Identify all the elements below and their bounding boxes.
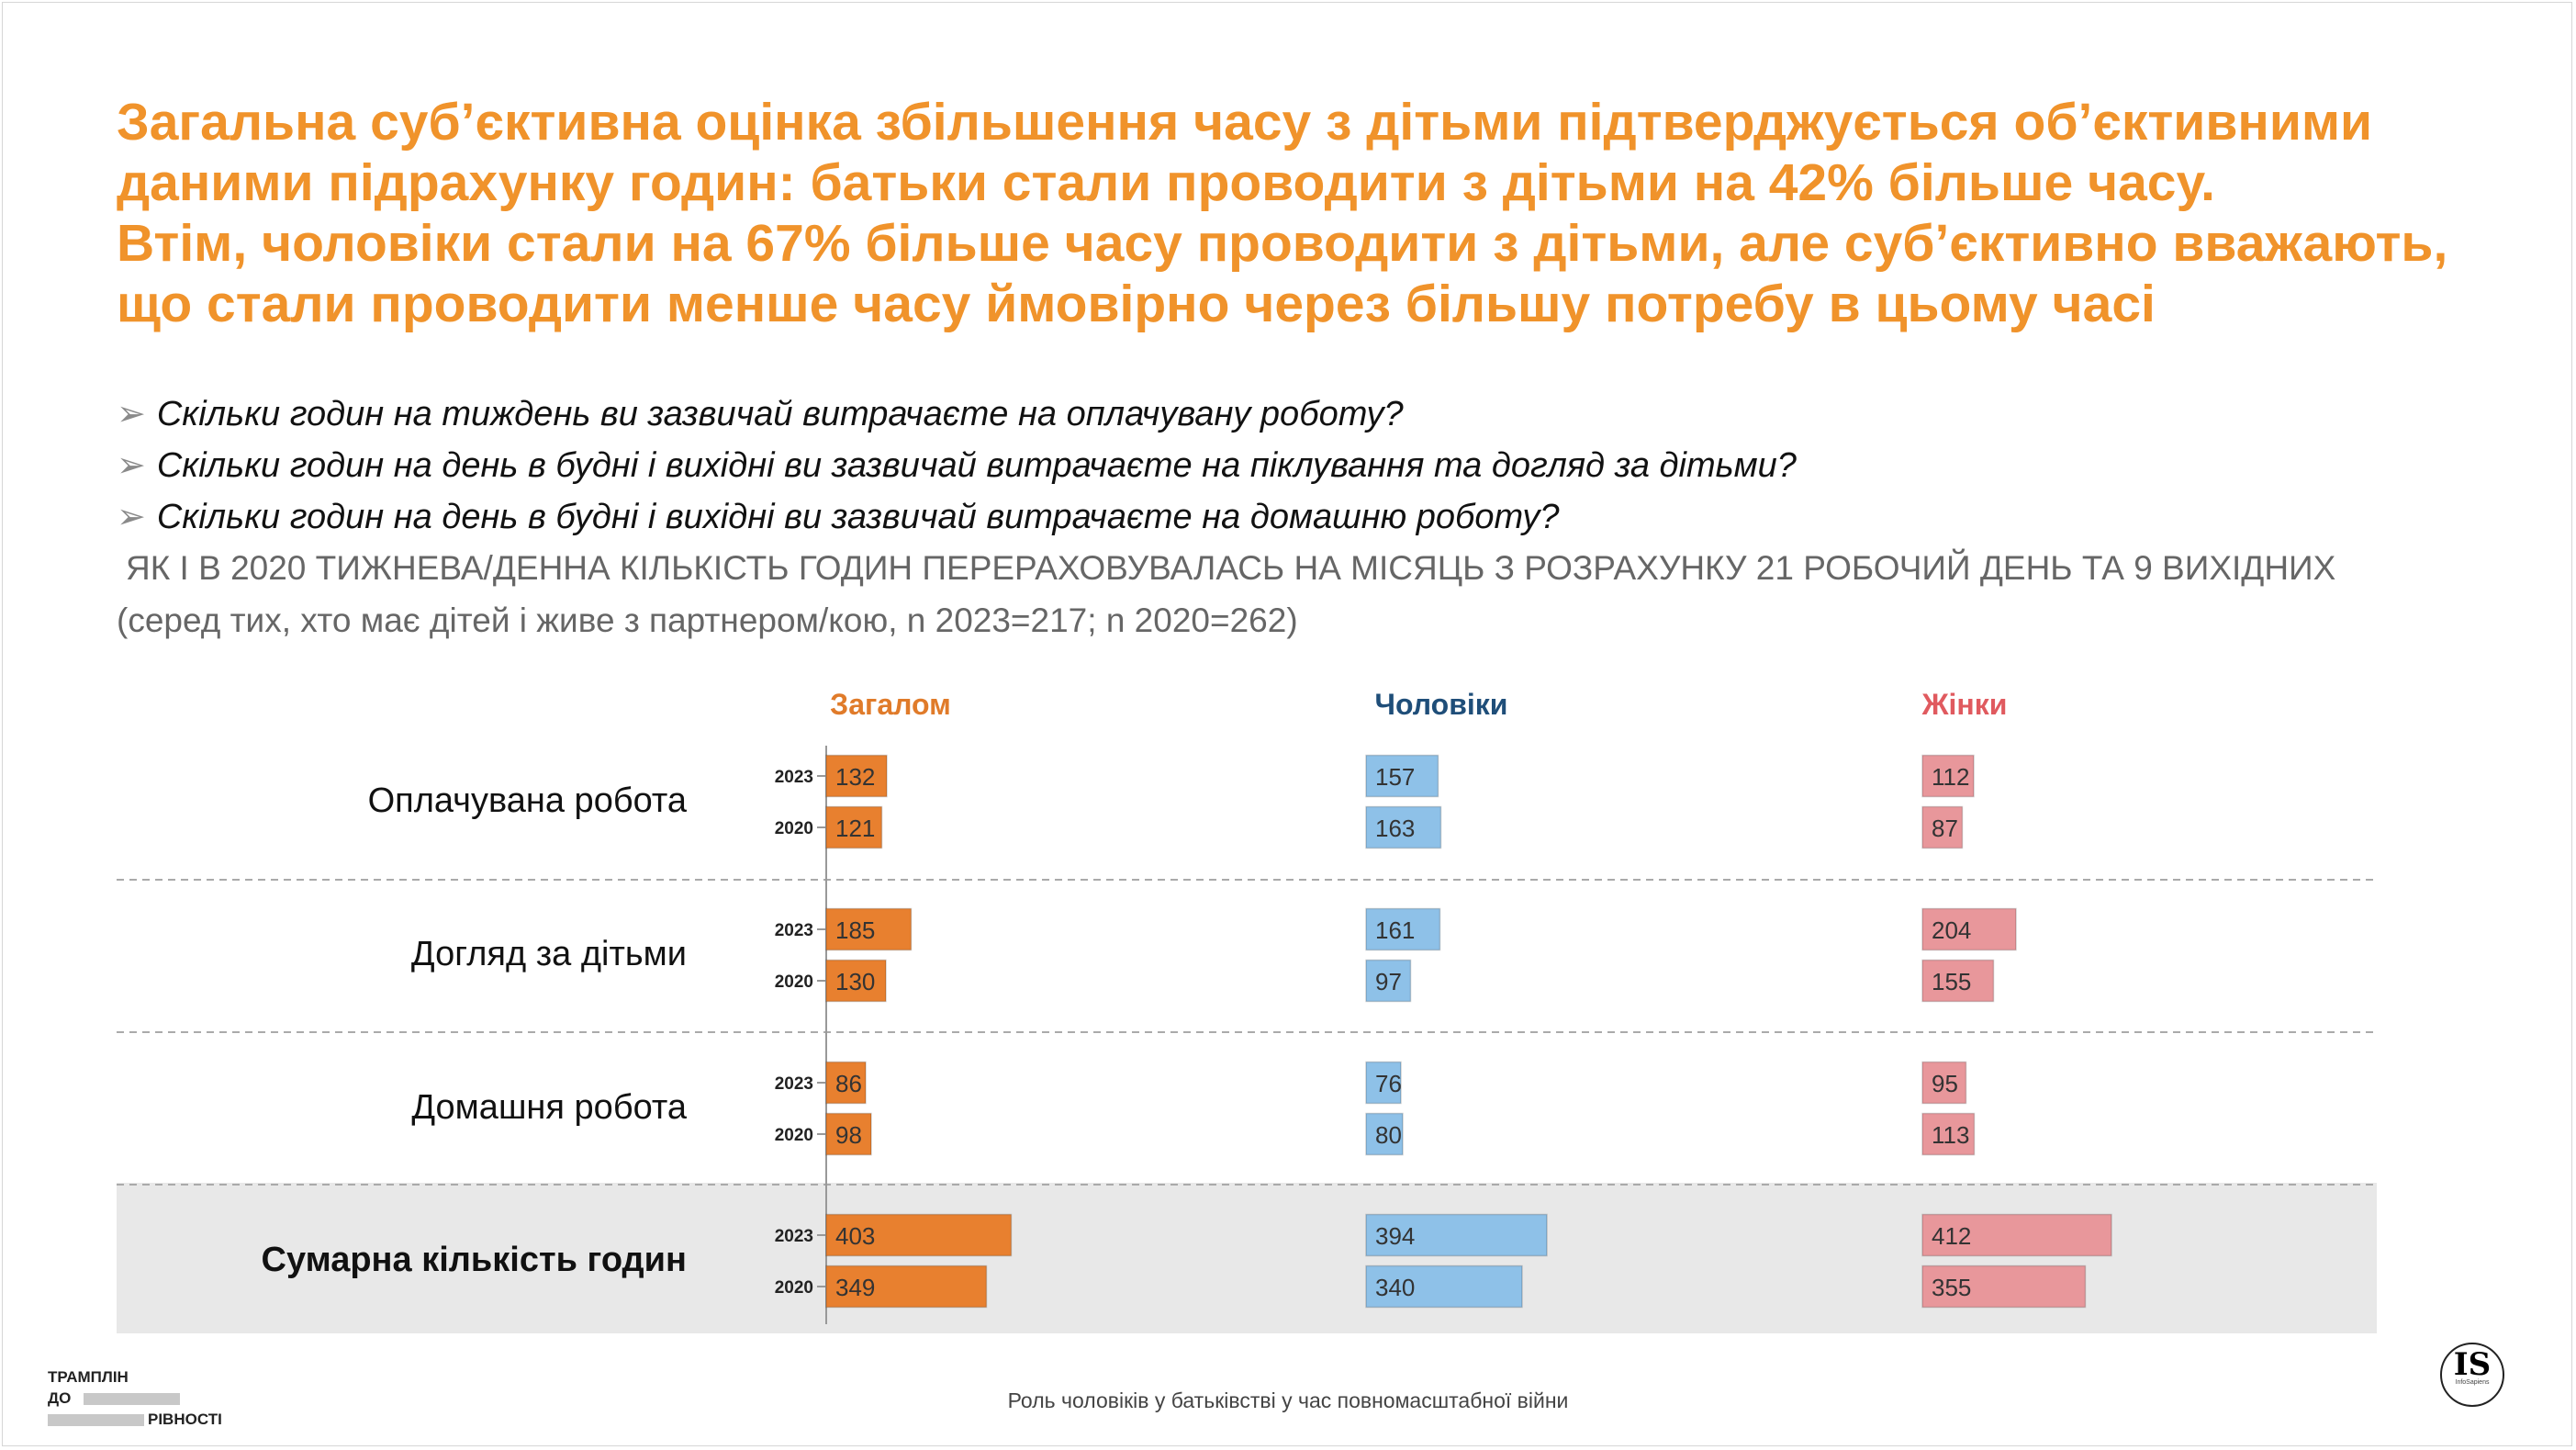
category-label-1: Догляд за дітьми: [411, 935, 687, 973]
bar: [825, 959, 887, 1003]
bar: [1921, 1265, 2087, 1309]
year-label: 2020: [775, 1126, 813, 1145]
bar: [1365, 1112, 1404, 1156]
bar-value-label: 121: [835, 815, 875, 842]
bar-value-label: 97: [1375, 968, 1402, 995]
year-label: 2023: [775, 768, 813, 787]
bar-value-label: 76: [1375, 1070, 1402, 1097]
logo-is-text: IS: [2453, 1346, 2492, 1383]
bar: [1365, 1061, 1402, 1105]
arrow-icon: ➢: [117, 395, 146, 433]
bar-value-label: 112: [1932, 763, 1969, 791]
bar: [1921, 805, 1964, 849]
bar-value-label: 394: [1375, 1222, 1415, 1250]
infosapiens-logo: IS InfoSapiens: [2440, 1343, 2504, 1407]
category-label-3: Сумарна кількість годин: [262, 1241, 687, 1279]
bar: [825, 1112, 872, 1156]
bar-value-label: 98: [835, 1121, 862, 1149]
logo-line-1: ТРАМПЛІН: [48, 1368, 129, 1386]
bar-value-label: 157: [1375, 763, 1415, 791]
bar: [1365, 805, 1442, 849]
tramplin-logo: ТРАМПЛІН ДО РІВНОСТІ: [48, 1366, 222, 1430]
logo-bar: [84, 1393, 181, 1406]
bar-value-label: 87: [1932, 815, 1958, 842]
bar-value-label: 355: [1932, 1274, 1971, 1301]
bar-value-label: 155: [1932, 968, 1971, 995]
year-label: 2023: [775, 1074, 813, 1094]
question-3: ➢ Скільки годин на день в будні і вихідні…: [117, 496, 1559, 537]
bar: [825, 907, 913, 951]
bar: [825, 1213, 1013, 1257]
year-label: 2023: [775, 921, 813, 940]
bar: [1921, 1213, 2112, 1257]
sample-note: (серед тих, хто має дітей і живе з партн…: [117, 601, 1298, 639]
bar-value-label: 161: [1375, 916, 1415, 944]
bar: [1365, 754, 1439, 798]
bar: [1921, 907, 2017, 951]
bar-value-label: 349: [835, 1274, 875, 1301]
method-note: ЯК І В 2020 ТИЖНЕВА/ДЕННА КІЛЬКІСТЬ ГОДИ…: [126, 549, 2336, 587]
arrow-icon: ➢: [117, 498, 146, 536]
total-highlight-band: [117, 1183, 2377, 1333]
bar-value-label: 412: [1932, 1222, 1971, 1250]
bar-value-label: 204: [1932, 916, 1971, 944]
bar: [1365, 959, 1412, 1003]
bar-value-label: 113: [1932, 1121, 1969, 1149]
bar: [825, 805, 883, 849]
logo-bar: [48, 1414, 144, 1427]
year-label: 2020: [775, 819, 813, 838]
bar: [1365, 1265, 1523, 1309]
bar: [825, 1061, 867, 1105]
bar-value-label: 130: [835, 968, 875, 995]
logo-sub-text: InfoSapiens: [2455, 1379, 2490, 1386]
question-2-text: Скільки годин на день в будні і вихідні …: [156, 446, 1797, 485]
title-line-2: даними підрахунку годин: батьки стали пр…: [117, 153, 2216, 212]
arrow-icon: ➢: [117, 446, 146, 485]
title-line-3: Втім, чоловіки стали на 67% більше часу …: [117, 214, 2448, 273]
logo-line-2: ДО: [48, 1389, 72, 1407]
group-header-1: Чоловіки: [1375, 688, 1508, 721]
category-label-2: Домашня робота: [411, 1088, 687, 1127]
group-header-0: Загалом: [830, 688, 951, 721]
bar: [1921, 1112, 1976, 1156]
footer-caption: Роль чоловіків у батьківстві у час повно…: [1007, 1388, 1569, 1412]
bar-value-label: 403: [835, 1222, 875, 1250]
category-label-0: Оплачувана робота: [368, 781, 688, 820]
bar: [1921, 1061, 1967, 1105]
bar: [1365, 1213, 1548, 1257]
logo-line-3: РІВНОСТІ: [148, 1411, 222, 1428]
bar-value-label: 340: [1375, 1274, 1415, 1301]
title-line-1: Загальна суб’єктивна оцінка збільшення ч…: [117, 93, 2373, 152]
slide-title: Загальна суб’єктивна оцінка збільшення ч…: [117, 92, 2540, 334]
bar-value-label: 80: [1375, 1121, 1402, 1149]
question-1-text: Скільки годин на тиждень ви зазвичай вит…: [156, 395, 1404, 433]
title-line-4: що стали проводити менше часу ймовірно ч…: [117, 275, 2156, 333]
question-1: ➢ Скільки годин на тиждень ви зазвичай ви…: [117, 393, 1404, 434]
year-label: 2020: [775, 1278, 813, 1298]
year-label: 2023: [775, 1227, 813, 1246]
year-label: 2020: [775, 972, 813, 992]
bar-value-label: 185: [835, 916, 875, 944]
question-3-text: Скільки годин на день в будні і вихідні …: [156, 498, 1560, 536]
bar: [1921, 959, 1995, 1003]
question-2: ➢ Скільки годин на день в будні і вихідні…: [117, 444, 1797, 486]
group-header-2: Жінки: [1921, 688, 2008, 721]
bar-value-label: 163: [1375, 815, 1415, 842]
bar: [1365, 907, 1441, 951]
bar: [1921, 754, 1975, 798]
bar-value-label: 86: [835, 1070, 862, 1097]
bar-value-label: 95: [1932, 1070, 1958, 1097]
bar-value-label: 132: [835, 763, 875, 791]
bar: [825, 754, 888, 798]
bar: [825, 1265, 988, 1309]
